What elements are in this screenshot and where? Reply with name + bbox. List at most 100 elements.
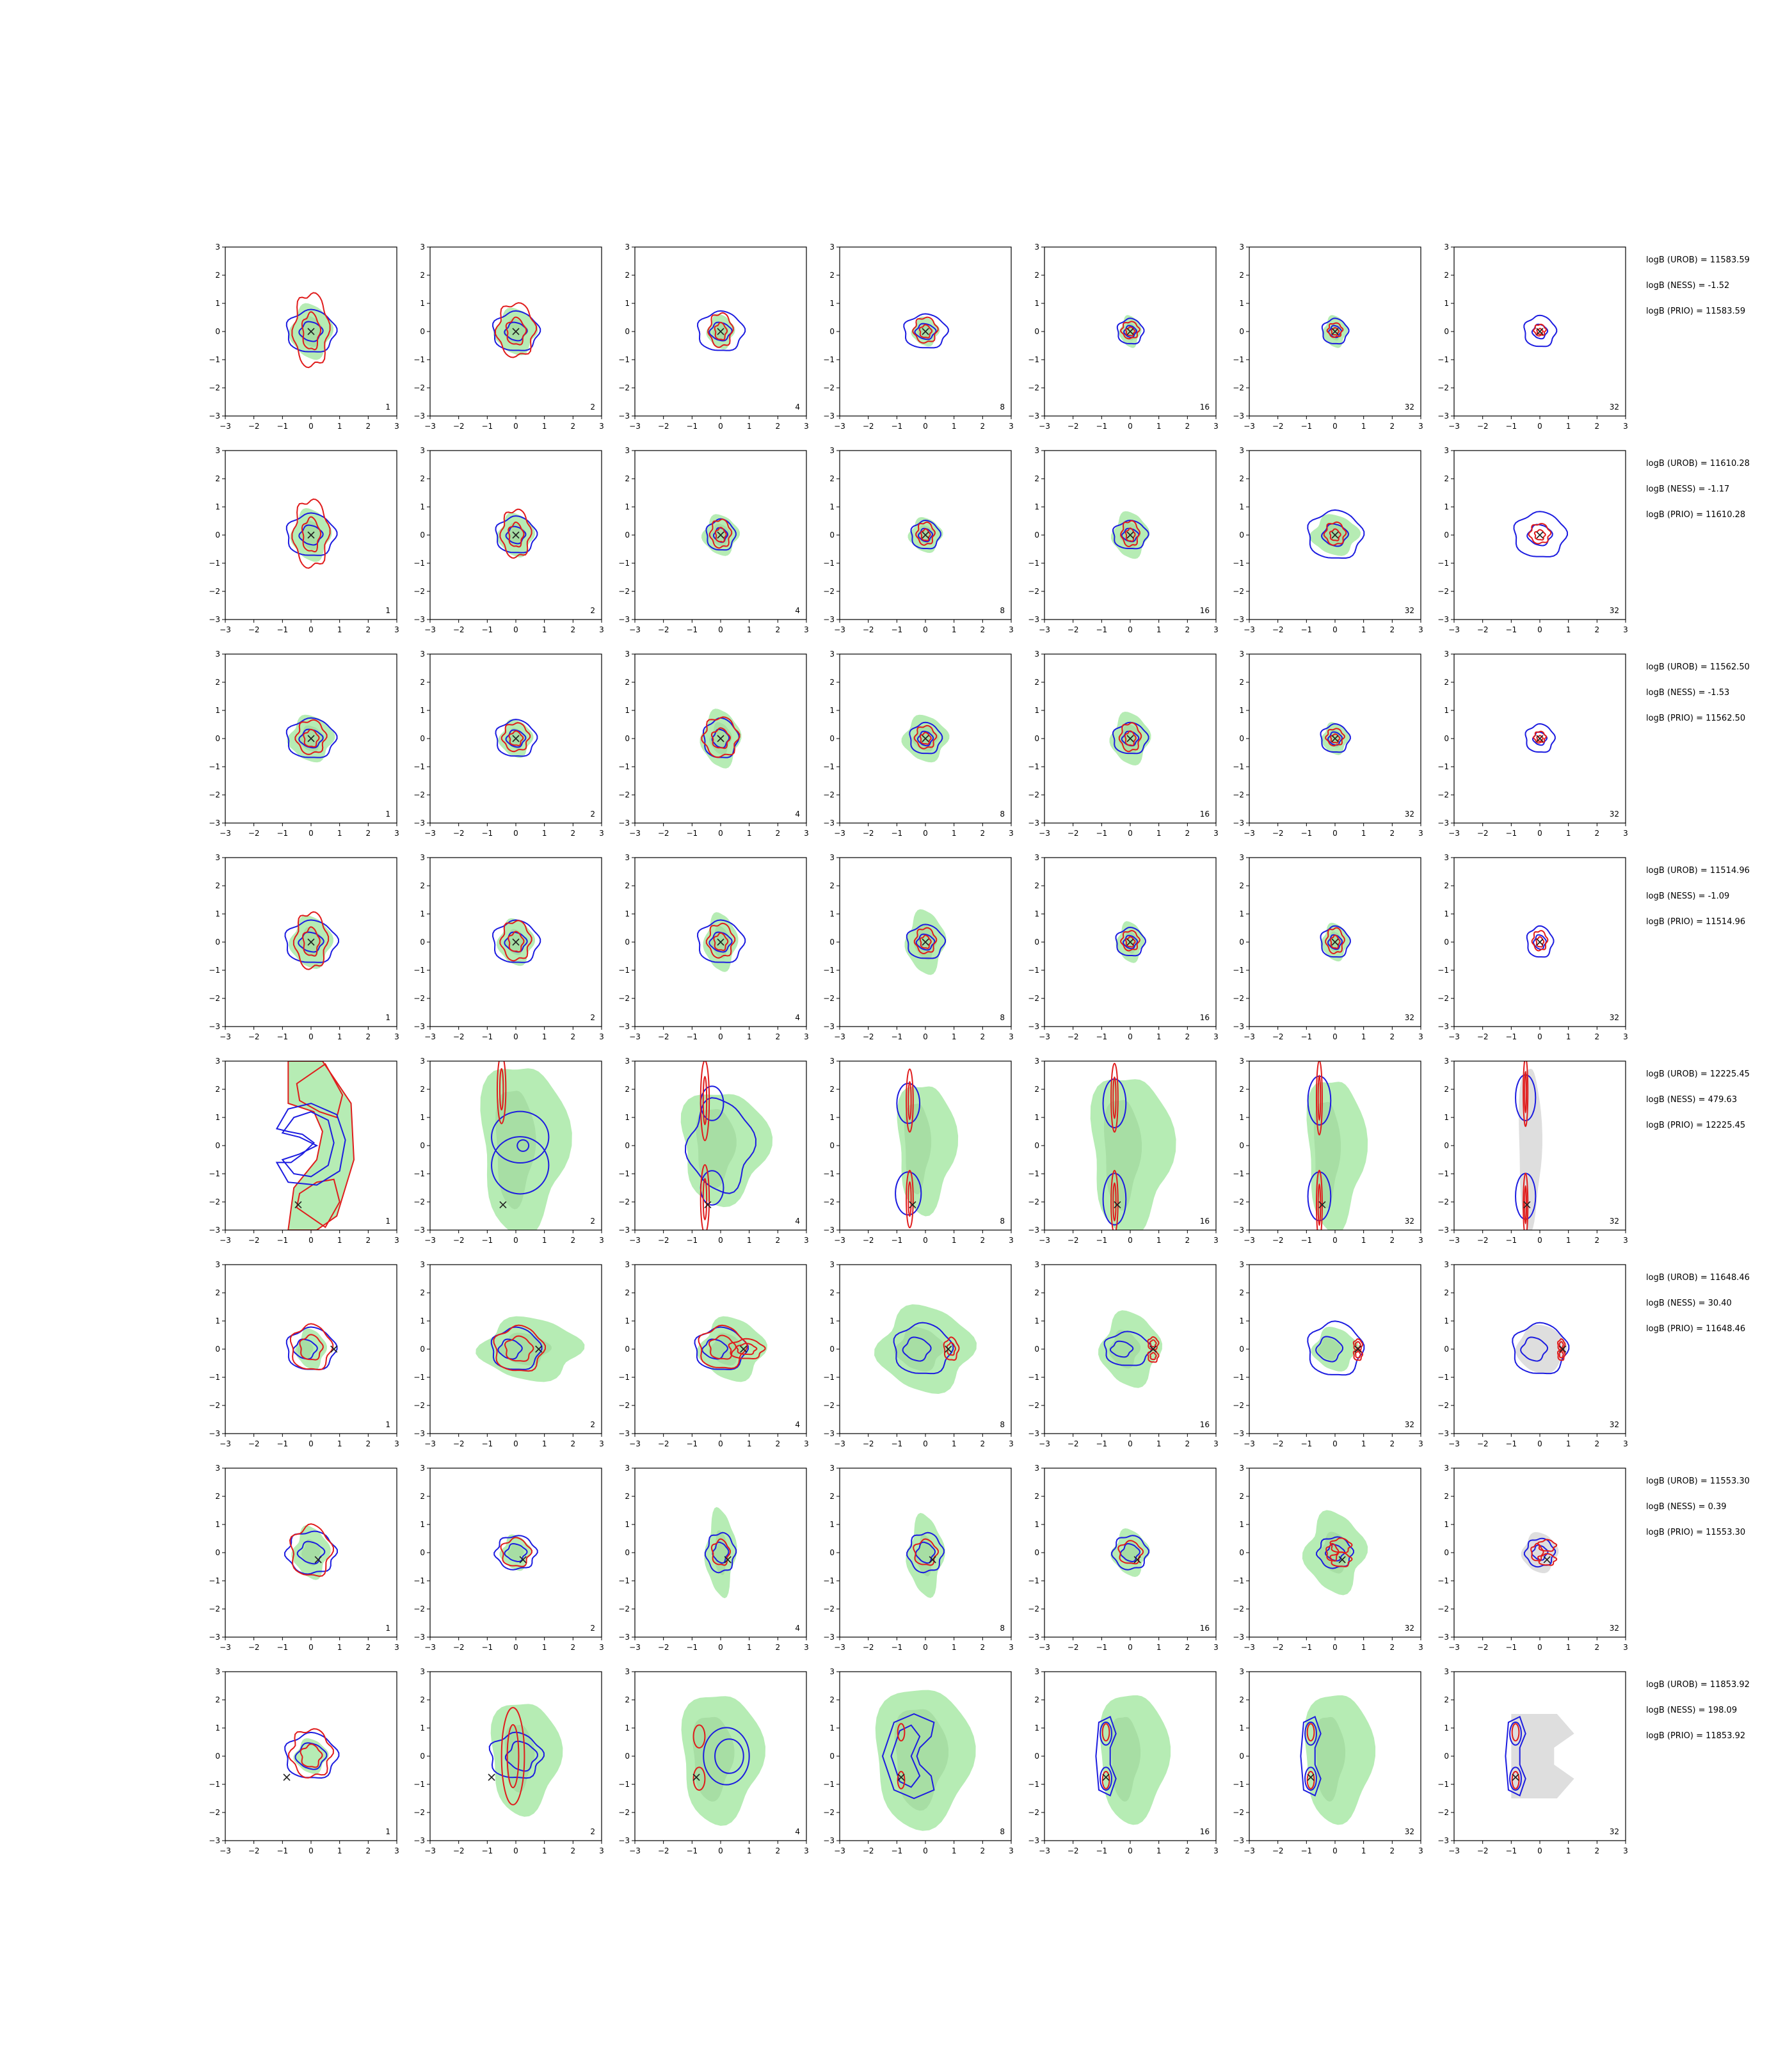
- logb-stat: logB (NESS) = 0.39: [1646, 1502, 1727, 1512]
- y-tick-label: −1: [1028, 1576, 1039, 1585]
- panel-iteration-label: 32: [1405, 1827, 1414, 1836]
- panel-plot-area: [1300, 1695, 1376, 1825]
- x-tick-label: 3: [599, 1846, 604, 1855]
- target-density-inner: [495, 1091, 536, 1210]
- blue-contour-inner: [504, 321, 528, 342]
- x-tick-label: 1: [952, 1236, 957, 1245]
- y-tick-label: 1: [625, 1316, 630, 1325]
- x-tick-label: 3: [599, 1643, 604, 1652]
- x-tick-label: −3: [1244, 1236, 1255, 1245]
- x-tick-label: 3: [1213, 829, 1219, 838]
- panel-r1-c1: −3−3 −2 −2 −1 −1 0 0 1 1 2 2 3 3 1: [209, 243, 399, 431]
- prior-density-fill: [1519, 1069, 1542, 1230]
- red-contour-1: [1329, 1551, 1353, 1567]
- blue-contour-inner-bottom: [1509, 1766, 1522, 1791]
- red-contour-inner-0: [504, 1335, 534, 1362]
- x-tick-label: −1: [276, 1846, 288, 1855]
- x-tick-label: −2: [863, 625, 874, 634]
- panel-iteration-label: 32: [1610, 606, 1619, 615]
- x-tick-label: 3: [1009, 1439, 1014, 1448]
- x-tick-label: 0: [1332, 1643, 1338, 1652]
- panel-r5-c2: −3−3 −2 −2 −1 −1 0 0 1 1 2 2 3 3 2: [413, 1057, 604, 1245]
- blue-contour-inner: [1110, 1340, 1134, 1358]
- x-tick-label: −3: [220, 1236, 231, 1245]
- x-tick-label: 1: [337, 625, 342, 634]
- y-tick-label: −2: [1233, 1197, 1244, 1206]
- y-tick-label: −1: [1028, 966, 1039, 975]
- y-tick-label: 0: [1239, 1752, 1244, 1761]
- x-tick-label: −3: [1448, 625, 1460, 634]
- panel-iteration-label: 8: [1000, 1624, 1005, 1633]
- panel-iteration-label: 4: [795, 1624, 800, 1633]
- x-tick-label: 0: [923, 1032, 928, 1041]
- x-tick-label: 2: [1595, 625, 1600, 634]
- true-parameter-marker: [724, 1556, 732, 1564]
- x-tick-label: −3: [629, 625, 641, 634]
- blue-contour-1: [491, 1136, 550, 1195]
- blue-contour-inner-top: [1509, 1721, 1522, 1746]
- x-tick-label: −2: [1068, 422, 1079, 431]
- x-tick-label: −2: [1068, 1439, 1079, 1448]
- x-tick-label: 2: [1595, 1846, 1600, 1855]
- y-tick-label: 2: [420, 881, 425, 890]
- blue-contour-outer: [1095, 1715, 1117, 1797]
- x-tick-label: −1: [276, 1643, 288, 1652]
- y-tick-label: 1: [1239, 1113, 1244, 1122]
- axes: −3−3 −2 −2 −1 −1 0 0 1 1 2 2 3 3: [823, 1464, 1014, 1652]
- axes: −3−3 −2 −2 −1 −1 0 0 1 1 2 2 3 3: [1437, 1260, 1628, 1448]
- blue-contour-0: [491, 1110, 550, 1164]
- y-tick-label: 1: [420, 502, 425, 511]
- blue-contour-inner: [1526, 524, 1553, 547]
- y-tick-label: −1: [209, 1780, 220, 1789]
- x-tick-label: −1: [1505, 1439, 1517, 1448]
- true-parameter-marker: [1331, 938, 1339, 946]
- y-tick-label: −2: [1233, 1808, 1244, 1817]
- x-tick-label: −3: [424, 1236, 436, 1245]
- x-tick-label: −2: [863, 422, 874, 431]
- y-tick-label: 3: [625, 243, 630, 252]
- red-contour-outer: [1120, 930, 1140, 952]
- panel-plot-area: [275, 1061, 355, 1230]
- logb-stat: logB (PRIO) = 11583.59: [1646, 307, 1745, 316]
- y-tick-label: −1: [209, 1576, 220, 1585]
- red-contour-2: [1325, 1542, 1340, 1562]
- panel-plot-area: [903, 313, 949, 349]
- x-tick-label: −2: [1477, 1846, 1489, 1855]
- red-contour-outer: [1325, 927, 1345, 955]
- y-tick-label: 2: [215, 271, 220, 280]
- x-tick-label: 0: [1128, 829, 1133, 838]
- red-contour-1: [906, 1169, 914, 1229]
- x-tick-label: 3: [1418, 1032, 1423, 1041]
- red-contour-inner: [1536, 328, 1544, 335]
- logb-stat: logB (UROB) = 11853.92: [1646, 1680, 1750, 1690]
- panel-r8-c7: −3−3 −2 −2 −1 −1 0 0 1 1 2 2 3 3 32: [1437, 1667, 1628, 1855]
- logb-stat: logB (NESS) = 30.40: [1646, 1299, 1732, 1308]
- blue-contour-inner: [914, 323, 937, 340]
- y-tick-label: 2: [625, 271, 630, 280]
- red-contour-1: [728, 1338, 766, 1360]
- red-contour-0: [1523, 1061, 1529, 1127]
- x-tick-label: −3: [220, 625, 231, 634]
- x-tick-label: −1: [1505, 1236, 1517, 1245]
- x-tick-label: −3: [629, 1236, 641, 1245]
- y-tick-label: 1: [1034, 299, 1039, 308]
- x-tick-label: −2: [863, 1032, 874, 1041]
- x-tick-label: 0: [923, 1643, 928, 1652]
- x-tick-label: −2: [658, 625, 669, 634]
- red-contour-inner: [301, 311, 322, 351]
- axes: −3−3 −2 −2 −1 −1 0 0 1 1 2 2 3 3: [1233, 1667, 1423, 1855]
- x-tick-label: 3: [1213, 625, 1219, 634]
- y-tick-label: 3: [1239, 1260, 1244, 1269]
- y-tick-label: 1: [829, 1520, 835, 1529]
- y-tick-label: 0: [829, 1345, 835, 1354]
- y-tick-label: 0: [625, 531, 630, 540]
- x-tick-label: −3: [424, 1032, 436, 1041]
- red-contour-inner: [301, 926, 321, 957]
- x-tick-label: 1: [542, 1236, 547, 1245]
- blue-contour-inner: [708, 321, 733, 342]
- axes: −3−3 −2 −2 −1 −1 0 0 1 1 2 2 3 3: [1233, 243, 1423, 431]
- x-tick-label: −2: [1477, 1439, 1489, 1448]
- panel-iteration-label: 2: [590, 606, 595, 615]
- axes: −3−3 −2 −2 −1 −1 0 0 1 1 2 2 3 3: [823, 1260, 1014, 1448]
- red-contour-2: [1530, 1542, 1544, 1562]
